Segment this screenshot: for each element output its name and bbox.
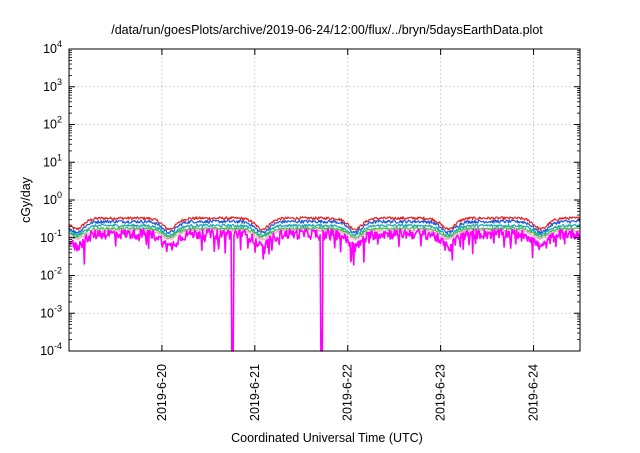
x-tick-label: 2019-6-22 <box>341 364 355 421</box>
series-lines <box>68 216 581 352</box>
chart-title: /data/run/goesPlots/archive/2019-06-24/1… <box>111 23 543 37</box>
x-tick-label: 2019-6-21 <box>248 364 262 421</box>
x-tick-labels: 2019-6-20 2019-6-21 2019-6-22 2019-6-23 2019… <box>155 364 541 421</box>
x-tick-label: 2019-6-20 <box>155 364 169 421</box>
axis-ticks <box>69 48 580 352</box>
series-line-1 <box>68 216 580 231</box>
y-tick-label: 10-3 <box>40 303 62 320</box>
y-axis-label: cGy/day <box>19 176 33 223</box>
series-line-6 <box>68 228 581 352</box>
grid-lines <box>69 49 580 351</box>
series-line-4 <box>69 226 581 239</box>
y-tick-labels: 10-4 10-3 10-2 10-1 100 101 102 103 104 <box>40 39 62 358</box>
x-tick-label: 2019-6-23 <box>434 364 448 421</box>
y-tick-label: 10-1 <box>40 228 62 245</box>
y-tick-label: 103 <box>43 77 62 94</box>
y-tick-label: 100 <box>43 190 62 207</box>
y-tick-label: 10-2 <box>40 266 62 283</box>
y-tick-label: 101 <box>43 152 62 169</box>
y-tick-label: 104 <box>43 39 62 56</box>
y-tick-label: 102 <box>43 115 62 132</box>
y-tick-label: 10-4 <box>40 341 62 358</box>
series-line-2 <box>68 219 581 235</box>
series-line-3 <box>68 223 581 238</box>
x-tick-label: 2019-6-24 <box>527 364 541 421</box>
x-axis-label: Coordinated Universal Time (UTC) <box>231 431 423 445</box>
